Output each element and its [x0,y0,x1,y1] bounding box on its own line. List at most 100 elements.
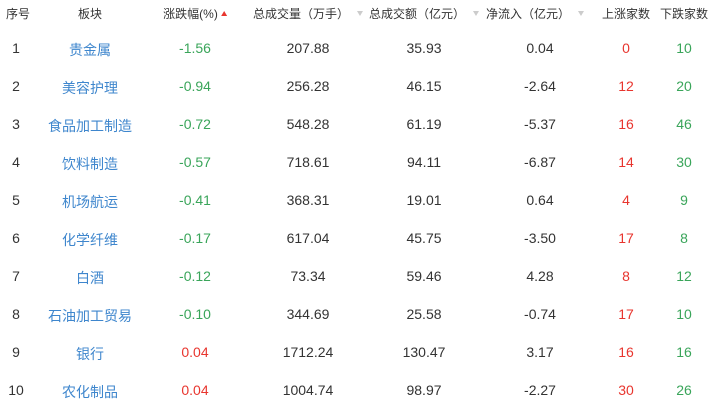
cell-down: 9 [680,192,688,208]
cell-rank: 9 [12,344,20,360]
header-rank: 序号 [5,7,31,21]
cell-change: -0.12 [179,268,211,284]
header-up: 上涨家数 [601,7,651,21]
table-row[interactable]: 8 石油加工贸易 -0.10 344.69 25.58 -0.74 17 10 [0,296,710,334]
cell-volume: 207.88 [286,40,330,56]
table-row[interactable]: 7 白酒 -0.12 73.34 59.46 4.28 8 12 [0,258,710,296]
table-row[interactable]: 5 机场航运 -0.41 368.31 19.01 0.64 4 9 [0,182,710,220]
table-row[interactable]: 1 贵金属 -1.56 207.88 35.93 0.04 0 10 [0,30,710,68]
cell-up: 4 [622,192,630,208]
cell-volume: 1712.24 [282,344,334,360]
cell-change: -0.17 [179,230,211,246]
cell-volume: 548.28 [286,116,330,132]
cell-volume: 73.34 [290,268,326,284]
cell-down: 10 [676,40,692,56]
header-amount[interactable]: 总成交额（亿元） [368,5,480,22]
cell-sector[interactable]: 机场航运 [62,194,118,210]
cell-volume: 718.61 [286,154,330,170]
cell-sector[interactable]: 化学纤维 [62,232,118,248]
cell-change: -0.10 [179,306,211,322]
table-row[interactable]: 9 银行 0.04 1712.24 130.47 3.17 16 16 [0,334,710,372]
table-row[interactable]: 4 饮料制造 -0.57 718.61 94.11 -6.87 14 30 [0,144,710,182]
cell-volume: 1004.74 [282,382,334,398]
cell-rank: 8 [12,306,20,322]
header-change-label: 涨跌幅(%) [163,7,218,21]
sort-icon [578,11,585,16]
cell-rank: 5 [12,192,20,208]
cell-amount: 59.46 [406,268,442,284]
table-row[interactable]: 6 化学纤维 -0.17 617.04 45.75 -3.50 17 8 [0,220,710,258]
cell-up: 17 [618,306,634,322]
cell-netflow: -2.64 [524,78,556,94]
cell-sector[interactable]: 石油加工贸易 [48,308,132,324]
cell-netflow: 4.28 [526,268,554,284]
cell-amount: 130.47 [402,344,446,360]
cell-sector[interactable]: 食品加工制造 [48,118,132,134]
cell-down: 46 [676,116,692,132]
sort-asc-icon [220,11,227,16]
cell-amount: 94.11 [407,154,441,170]
cell-netflow: -3.50 [524,230,556,246]
header-sector: 板块 [77,7,103,21]
cell-netflow: -2.27 [524,382,556,398]
header-change[interactable]: 涨跌幅(%) [163,5,227,22]
cell-volume: 344.69 [286,306,330,322]
cell-up: 12 [618,78,634,94]
sort-icon [357,11,364,16]
cell-change: 0.04 [181,382,209,398]
cell-up: 16 [618,116,634,132]
header-volume[interactable]: 总成交量（万手） [252,5,364,22]
cell-sector[interactable]: 银行 [76,346,104,362]
cell-change: 0.04 [181,344,209,360]
cell-up: 30 [618,382,634,398]
cell-netflow: 0.64 [526,192,554,208]
sort-icon [473,11,480,16]
cell-amount: 45.75 [406,230,442,246]
cell-sector[interactable]: 白酒 [76,270,104,286]
table-row[interactable]: 10 农化制品 0.04 1004.74 98.97 -2.27 30 26 [0,372,710,410]
cell-up: 0 [622,40,630,56]
cell-rank: 10 [8,382,24,398]
cell-down: 10 [676,306,692,322]
cell-netflow: 0.04 [526,40,554,56]
cell-change: -0.94 [179,78,211,94]
cell-rank: 4 [12,154,20,170]
cell-netflow: -5.37 [524,116,556,132]
cell-up: 16 [618,344,634,360]
header-netflow-label: 净流入（亿元） [485,7,571,21]
table-row[interactable]: 3 食品加工制造 -0.72 548.28 61.19 -5.37 16 46 [0,106,710,144]
cell-up: 14 [618,154,634,170]
header-volume-label: 总成交量（万手） [252,7,350,21]
cell-rank: 6 [12,230,20,246]
cell-down: 26 [676,382,692,398]
table-row[interactable]: 2 美容护理 -0.94 256.28 46.15 -2.64 12 20 [0,68,710,106]
cell-netflow: -0.74 [524,306,556,322]
cell-sector[interactable]: 贵金属 [69,42,111,58]
cell-amount: 98.97 [406,382,442,398]
cell-change: -0.41 [179,192,211,208]
cell-rank: 3 [12,116,20,132]
cell-sector[interactable]: 农化制品 [62,384,118,400]
cell-down: 8 [680,230,688,246]
cell-rank: 1 [12,40,20,56]
cell-amount: 25.58 [406,306,442,322]
cell-volume: 256.28 [286,78,330,94]
cell-netflow: 3.17 [526,344,554,360]
cell-down: 16 [676,344,692,360]
cell-amount: 19.01 [406,192,442,208]
cell-up: 17 [618,230,634,246]
cell-down: 30 [676,154,692,170]
cell-sector[interactable]: 美容护理 [62,80,118,96]
cell-rank: 2 [12,78,20,94]
header-netflow[interactable]: 净流入（亿元） [485,5,585,22]
cell-change: -0.57 [179,154,211,170]
header-amount-label: 总成交额（亿元） [368,7,466,21]
cell-down: 20 [676,78,692,94]
table-header: 序号 板块 涨跌幅(%) 总成交量（万手） 总成交额（亿元） 净流入（亿元） 上… [0,0,710,26]
cell-down: 12 [676,268,692,284]
cell-change: -0.72 [179,116,211,132]
cell-netflow: -6.87 [524,154,556,170]
cell-volume: 617.04 [286,230,330,246]
cell-amount: 35.93 [406,40,442,56]
cell-sector[interactable]: 饮料制造 [62,156,118,172]
